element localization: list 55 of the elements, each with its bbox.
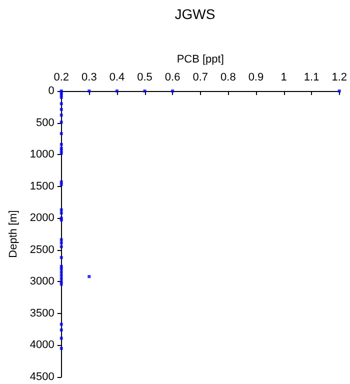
- point: [60, 241, 63, 244]
- x-tick-label: 0.2: [54, 72, 70, 84]
- x-tick-label: 1.1: [304, 72, 320, 84]
- point: [60, 322, 63, 326]
- y-tick-label: 3000: [30, 276, 54, 288]
- point: [60, 282, 63, 286]
- x-tick-label: 0.3: [82, 72, 97, 84]
- x-tick-label: 0.8: [220, 72, 236, 84]
- point: [60, 336, 63, 340]
- point: [115, 90, 118, 92]
- y-tick-label: 0: [48, 85, 54, 97]
- point: [60, 114, 63, 117]
- point: [60, 96, 63, 99]
- point: [60, 120, 63, 124]
- x-tick-label: 0.4: [109, 72, 125, 84]
- x-tick-label: 1.2: [332, 72, 348, 84]
- chart-title: JGWS: [174, 6, 216, 22]
- point: [143, 90, 146, 92]
- point: [60, 212, 63, 215]
- point: [338, 90, 341, 92]
- x-tick-label: 0.5: [137, 72, 152, 84]
- point: [60, 267, 63, 270]
- x-tick-label: 0.6: [164, 72, 180, 84]
- point: [60, 238, 63, 242]
- y-tick-label: 500: [36, 116, 54, 129]
- x-tick-label: 0.7: [192, 72, 208, 84]
- point: [88, 90, 91, 92]
- point: [171, 90, 174, 92]
- point: [60, 149, 63, 152]
- y-tick-label: 2500: [30, 244, 54, 256]
- y-axis-title: Depth [m]: [8, 210, 20, 258]
- y-tick-label: 2000: [30, 212, 54, 224]
- point: [60, 256, 63, 260]
- y-tick-label: 3500: [30, 307, 54, 320]
- point: [60, 245, 63, 248]
- point: [88, 275, 91, 278]
- point: [60, 270, 63, 274]
- x-tick-label: 0.9: [248, 72, 264, 84]
- point: [60, 152, 63, 155]
- point: [60, 276, 63, 280]
- point: [60, 346, 63, 350]
- y-tick-label: 4500: [30, 371, 54, 383]
- x-axis-title: PCB [ppt]: [176, 54, 224, 66]
- y-tick-label: 1500: [30, 180, 54, 192]
- point: [60, 328, 63, 332]
- point: [60, 208, 63, 212]
- x-tick-label: 1: [280, 72, 287, 84]
- point: [60, 102, 63, 106]
- point: [60, 182, 63, 186]
- point: [60, 108, 63, 111]
- point: [60, 132, 63, 136]
- point: [60, 142, 63, 146]
- y-tick-label: 1000: [30, 148, 54, 161]
- point: [60, 274, 63, 277]
- y-tick-label: 4000: [30, 339, 54, 352]
